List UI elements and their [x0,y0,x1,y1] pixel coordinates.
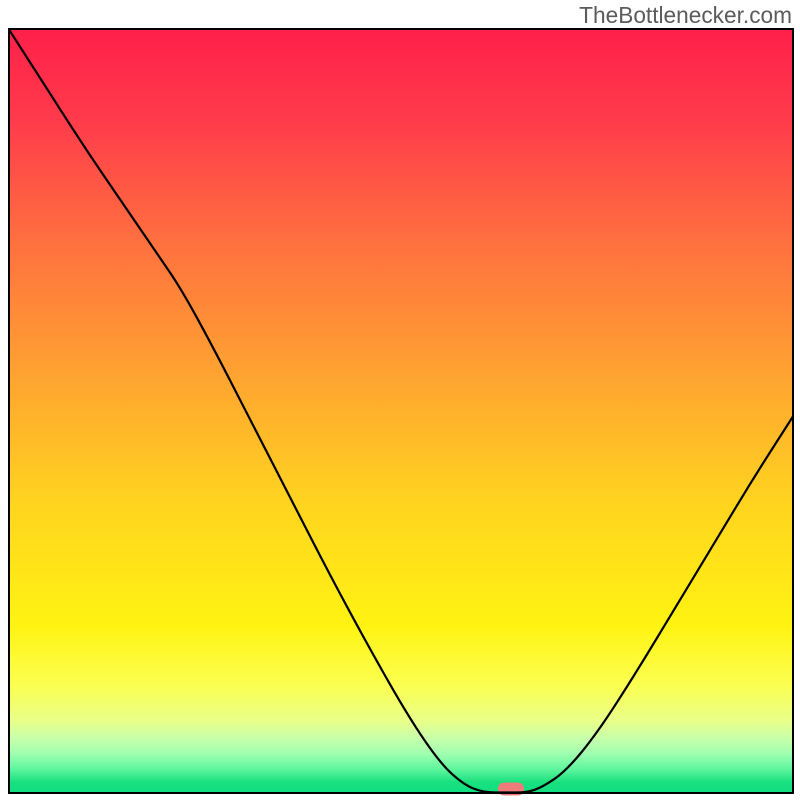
bottleneck-marker [498,783,524,796]
plot-area [8,28,794,794]
chart-stage: TheBottlenecker.com [0,0,800,800]
gradient-background [8,28,794,794]
watermark-text: TheBottlenecker.com [579,2,792,29]
